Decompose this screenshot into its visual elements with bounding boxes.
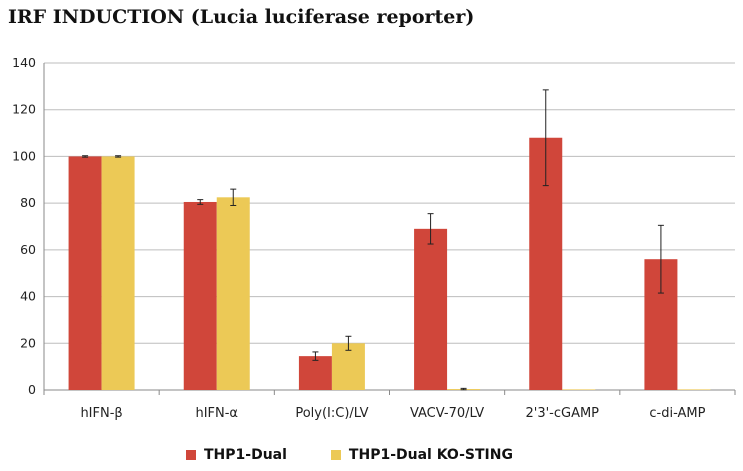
legend-item-series-1: THP1-Dual	[186, 447, 287, 463]
y-tick-label: 140	[12, 55, 36, 70]
bar	[183, 201, 217, 390]
bar	[677, 389, 711, 390]
x-category-label: hIFN-α	[195, 406, 238, 421]
y-tick-label: 120	[12, 102, 36, 117]
x-category-label: VACV-70/LV	[410, 406, 484, 421]
x-category-label: c-di-AMP	[649, 406, 705, 421]
y-tick-label: 60	[20, 242, 36, 257]
x-category-label: Poly(I:C)/LV	[295, 406, 368, 421]
legend-label-series-1: THP1-Dual	[204, 447, 287, 463]
chart-title: IRF INDUCTION (Lucia luciferase reporter…	[8, 6, 475, 28]
legend-label-series-2: THP1-Dual KO-STING	[348, 447, 513, 463]
bar	[68, 156, 102, 390]
x-category-label: 2'3'-cGAMP	[525, 406, 599, 421]
legend-swatch-series-1	[186, 450, 196, 460]
bar	[562, 389, 596, 390]
y-tick-label: 80	[20, 195, 36, 210]
bar	[414, 228, 448, 390]
y-tick-label: 100	[12, 148, 36, 163]
y-tick-label: 0	[28, 382, 36, 397]
legend-swatch-series-2	[330, 450, 341, 460]
y-tick-label: 20	[20, 335, 36, 350]
bar	[216, 197, 250, 390]
legend: THP1-Dual THP1-Dual KO-STING	[186, 447, 557, 463]
bar	[298, 356, 332, 390]
y-tick-label: 40	[20, 289, 36, 304]
bar	[331, 343, 365, 390]
bar	[101, 156, 135, 390]
x-category-label: hIFN-β	[80, 406, 122, 421]
legend-item-series-2: THP1-Dual KO-STING	[330, 447, 513, 463]
